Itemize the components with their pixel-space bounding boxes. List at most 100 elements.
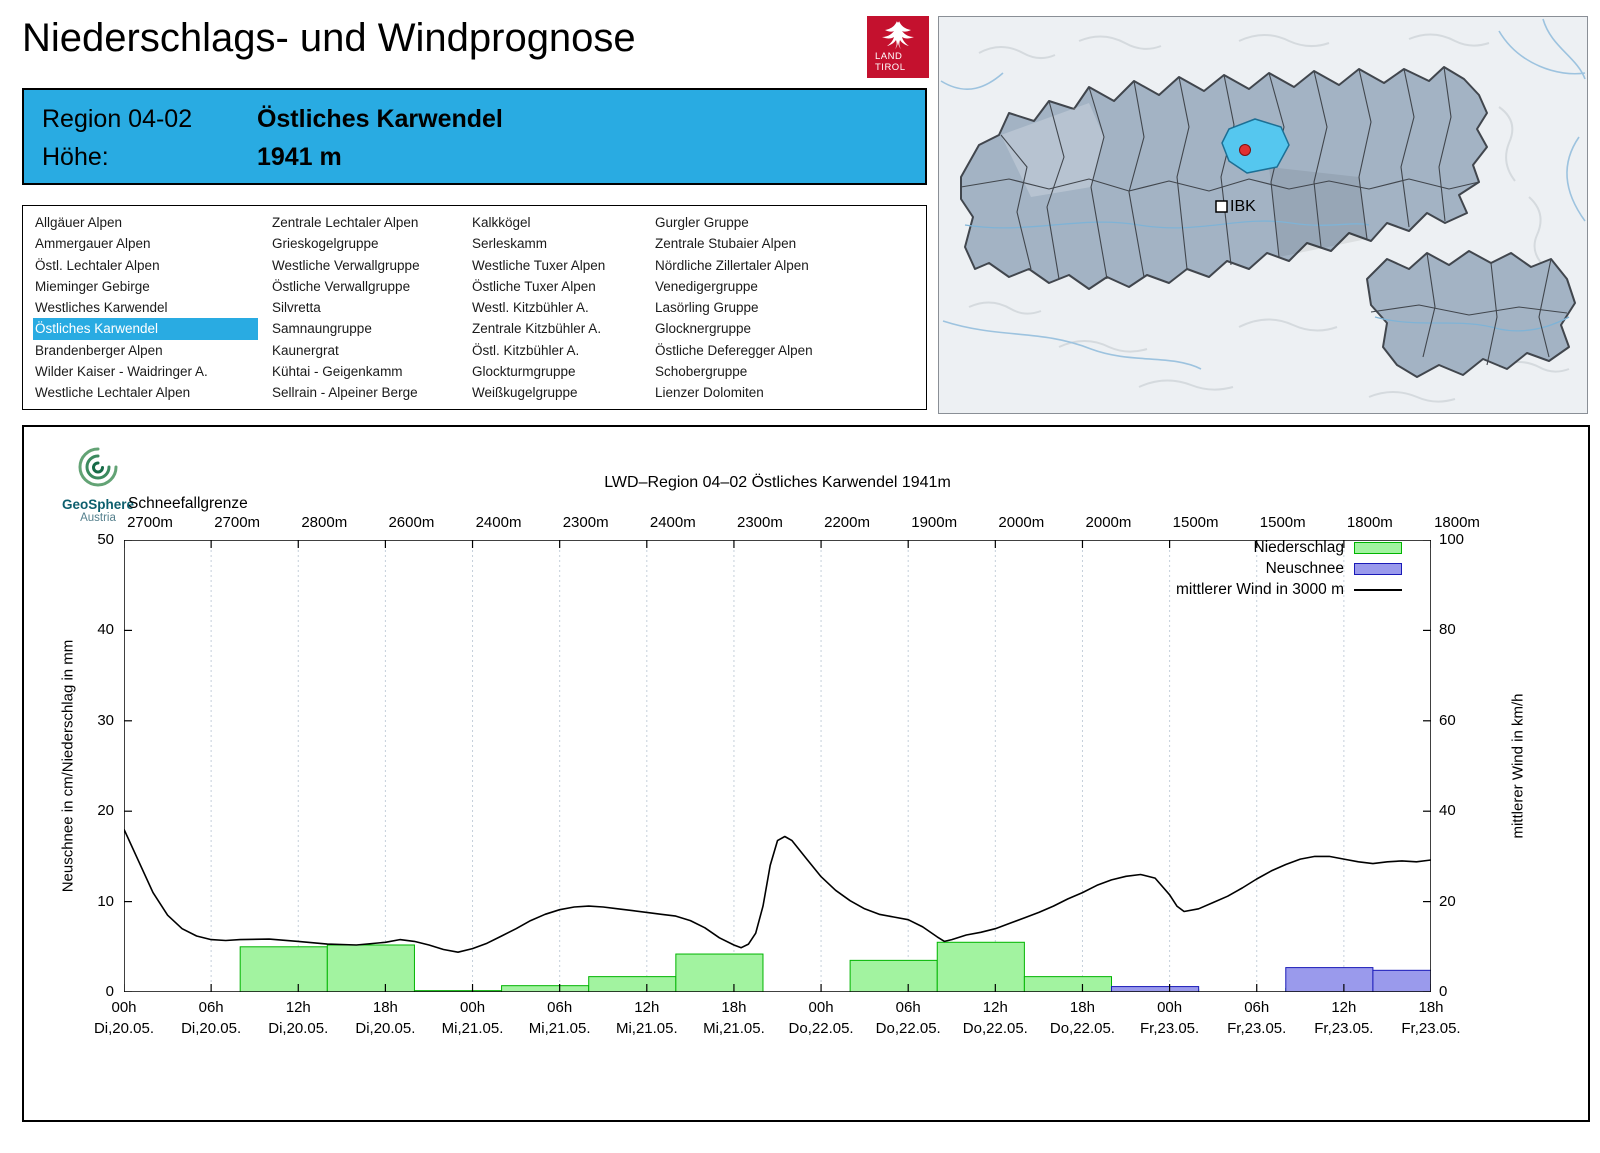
region-list-item[interactable]: Grieskogelgruppe xyxy=(272,236,379,252)
snow-bar xyxy=(1285,967,1374,992)
x-tick-time: 18h xyxy=(1069,999,1095,1016)
region-list-column: Allgäuer Alpen Ammergauer Alpen Östl. Lech… xyxy=(33,212,270,409)
region-list-item[interactable]: Westliche Tuxer Alpen xyxy=(472,257,606,273)
x-tick-date: Mi,21.05. xyxy=(615,1020,678,1037)
y-axis-tick-left: 50 xyxy=(97,531,114,548)
x-tick-time: 18h xyxy=(721,999,747,1016)
map-east-tirol[interactable] xyxy=(1366,250,1576,378)
region-list-item[interactable]: Glockturmgruppe xyxy=(472,364,576,380)
map-panel: IBK xyxy=(938,16,1588,414)
snowline-value: 2300m xyxy=(562,514,609,531)
x-axis-tick: 00h Mi,21.05. xyxy=(442,997,504,1039)
region-list-item[interactable]: Östl. Kitzbühler A. xyxy=(472,342,580,358)
region-list-item[interactable]: Ammergauer Alpen xyxy=(35,236,151,252)
x-tick-time: 06h xyxy=(547,999,573,1016)
region-list-item[interactable]: Samnaungruppe xyxy=(272,321,372,337)
precip-swatch-icon xyxy=(1354,542,1402,554)
x-axis-tick: 18h Mi,21.05. xyxy=(703,997,765,1039)
altitude-label: Höhe: xyxy=(42,143,109,171)
region-list-item[interactable]: Glocknergruppe xyxy=(655,321,752,337)
y-axis-tick-right: 80 xyxy=(1439,621,1456,639)
tirol-eagle-icon xyxy=(882,21,914,49)
snowline-value: 2700m xyxy=(214,514,261,531)
map-terrain xyxy=(968,33,1570,403)
y-axis-label-left: Neuschnee in cm/Niederschlag in mm xyxy=(59,639,77,893)
snowline-value: 1500m xyxy=(1259,514,1306,531)
x-axis-tick: 00h Do,22.05. xyxy=(789,997,854,1039)
region-list-item[interactable]: Östliche Tuxer Alpen xyxy=(472,278,596,294)
snow-swatch-icon xyxy=(1354,563,1402,575)
x-tick-date: Fr,23.05. xyxy=(1139,1020,1200,1037)
region-list-item[interactable]: Schobergruppe xyxy=(655,364,748,380)
region-list-item[interactable]: Östl. Lechtaler Alpen xyxy=(35,257,160,273)
region-list-item[interactable]: Sellrain - Alpeiner Berge xyxy=(272,385,418,401)
region-list-item[interactable]: Lasörling Gruppe xyxy=(655,300,759,316)
x-axis-tick: 06h Di,20.05. xyxy=(181,997,241,1039)
region-number-label: Region 04-02 xyxy=(42,105,193,133)
region-list-item[interactable]: Brandenberger Alpen xyxy=(35,342,163,358)
x-axis-tick: 12h Mi,21.05. xyxy=(616,997,678,1039)
region-list-item-selected[interactable]: Östliches Karwendel xyxy=(33,318,258,340)
region-list-item[interactable]: Zentrale Lechtaler Alpen xyxy=(272,215,419,230)
snow-bar xyxy=(1111,986,1200,992)
region-list-item[interactable]: Silvretta xyxy=(272,300,321,316)
precip-bar xyxy=(936,941,1025,992)
x-tick-time: 00h xyxy=(111,999,137,1016)
land-tirol-logo: LAND TIROL xyxy=(867,16,929,78)
x-tick-time: 06h xyxy=(198,999,224,1016)
region-list-item[interactable]: Kaunergrat xyxy=(272,342,339,358)
forecast-chart-panel: GeoSphere Austria LWD–Region 04–02 Östli… xyxy=(22,425,1590,1122)
region-list-item[interactable]: Lienzer Dolomiten xyxy=(655,385,764,401)
region-list-item[interactable]: Venedigergruppe xyxy=(655,278,758,294)
x-tick-date: Mi,21.05. xyxy=(703,1020,765,1037)
snowline-value: 2300m xyxy=(736,514,783,531)
region-list-item[interactable]: Kühtai - Geigenkamm xyxy=(272,364,403,380)
snowline-value: 2400m xyxy=(475,514,522,531)
snowline-label: Schneefallgrenze xyxy=(128,495,248,512)
region-list-item[interactable]: Mieminger Gebirge xyxy=(35,278,150,294)
tirol-map[interactable]: IBK xyxy=(939,17,1587,413)
station-marker xyxy=(1239,144,1251,156)
region-list-item[interactable]: Östliche Verwallgruppe xyxy=(272,278,411,294)
region-list-item[interactable]: Nördliche Zillertaler Alpen xyxy=(655,257,809,273)
region-list-item[interactable]: Kalkkögel xyxy=(472,215,531,230)
region-list-item[interactable]: Westliche Verwallgruppe xyxy=(272,257,420,273)
x-axis-tick: 00h Di,20.05. xyxy=(94,997,154,1039)
ibk-label: IBK xyxy=(1230,198,1256,215)
map-shading xyxy=(1001,103,1367,257)
region-list-item[interactable]: Westliches Karwendel xyxy=(35,300,168,316)
chart-legend: Niederschlag Neuschnee mittlerer Wind in… xyxy=(1176,539,1402,599)
region-list-item[interactable]: Westliche Lechtaler Alpen xyxy=(35,385,191,401)
y-axis-tick-left: 0 xyxy=(105,983,114,1000)
region-list-item[interactable]: Allgäuer Alpen xyxy=(35,215,123,230)
map-region-selected[interactable] xyxy=(1221,118,1290,174)
region-list-item[interactable]: Westl. Kitzbühler A. xyxy=(472,300,589,316)
region-list-item[interactable]: Zentrale Stubaier Alpen xyxy=(655,236,797,252)
region-list-item[interactable]: Wilder Kaiser - Waidringer A. xyxy=(35,364,208,380)
region-list-column: Zentrale Lechtaler Alpen Grieskogelgruppe… xyxy=(270,212,470,409)
x-tick-time: 06h xyxy=(1244,999,1270,1016)
snowline-value: 2400m xyxy=(649,514,696,531)
region-list-item[interactable]: Zentrale Kitzbühler A. xyxy=(472,321,602,337)
snowline-value: 1800m xyxy=(1434,514,1480,531)
region-list-item[interactable]: Weißkugelgruppe xyxy=(472,385,578,401)
x-axis-tick: 06h Fr,23.05. xyxy=(1227,997,1286,1039)
map-north-tirol[interactable] xyxy=(960,66,1488,290)
precip-bar xyxy=(849,959,938,992)
region-list-item[interactable]: Gurgler Gruppe xyxy=(655,215,749,230)
precip-bar xyxy=(326,944,415,992)
x-axis-tick: 18h Do,22.05. xyxy=(1050,997,1115,1039)
region-list-item[interactable]: Östliche Deferegger Alpen xyxy=(655,342,813,358)
y-axis-tick-left: 10 xyxy=(97,892,114,910)
y-axis-label-right: mittlerer Wind in km/h xyxy=(1509,693,1527,839)
legend-row-precip: Niederschlag xyxy=(1254,539,1402,557)
x-tick-date: Do,22.05. xyxy=(788,1020,854,1037)
x-tick-date: Fr,23.05. xyxy=(1401,1020,1461,1037)
region-list-item[interactable]: Serleskamm xyxy=(472,236,548,252)
land-tirol-text: LAND TIROL xyxy=(875,51,906,73)
chart-title: LWD–Region 04–02 Östliches Karwendel 194… xyxy=(604,474,951,491)
y-axis-tick-right: 100 xyxy=(1439,531,1465,548)
snowline-value: 1800m xyxy=(1346,514,1393,531)
precip-bar xyxy=(239,946,328,992)
x-axis-tick: 18h Fr,23.05. xyxy=(1401,997,1460,1039)
